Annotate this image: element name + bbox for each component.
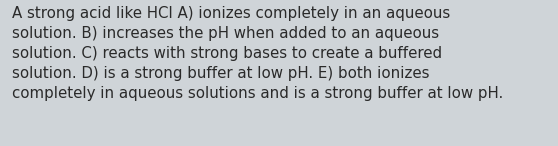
Text: A strong acid like HCl A) ionizes completely in an aqueous
solution. B) increase: A strong acid like HCl A) ionizes comple…: [12, 6, 503, 101]
